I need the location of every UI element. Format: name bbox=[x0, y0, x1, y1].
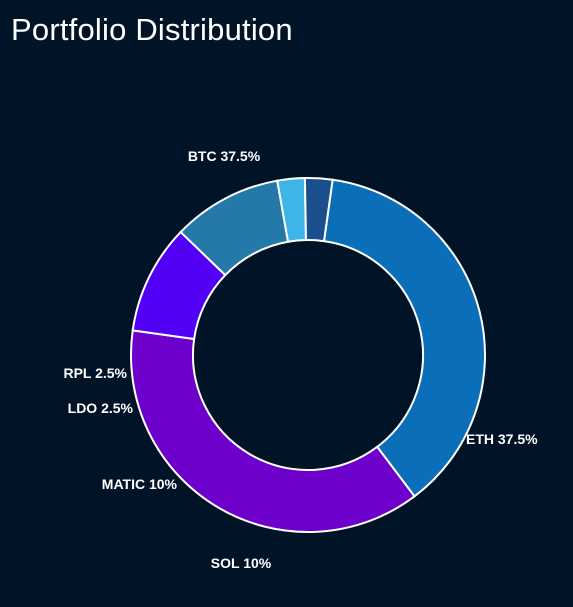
slice-label-eth: ETH 37.5% bbox=[466, 431, 538, 447]
slice-rpl[interactable] bbox=[303, 177, 334, 243]
donut-labels: BTC 37.5% ETH 37.5% SOL 10% MATIC 10% LD… bbox=[63, 148, 538, 571]
donut-slices bbox=[130, 177, 486, 533]
slice-label-matic: MATIC 10% bbox=[102, 476, 178, 492]
slice-label-sol: SOL 10% bbox=[211, 555, 272, 571]
slice-eth[interactable] bbox=[130, 329, 416, 533]
slice-label-rpl: RPL 2.5% bbox=[63, 365, 127, 381]
slice-label-ldo: LDO 2.5% bbox=[68, 400, 134, 416]
slice-btc[interactable] bbox=[322, 178, 486, 498]
page-title: Portfolio Distribution bbox=[11, 12, 293, 47]
slice-label-btc: BTC 37.5% bbox=[188, 148, 261, 164]
